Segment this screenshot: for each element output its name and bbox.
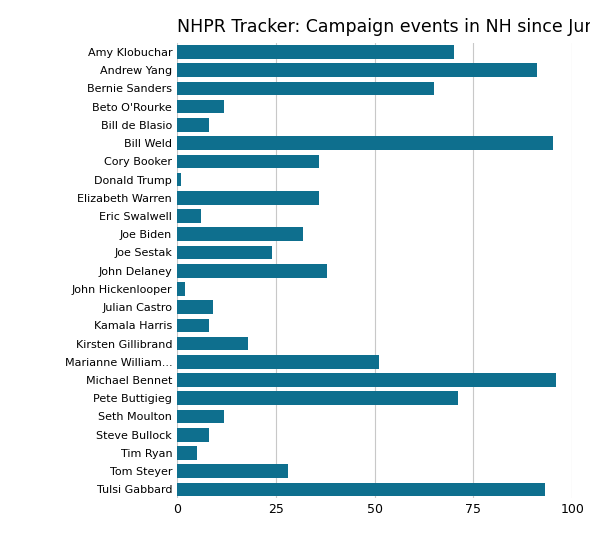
Bar [177,300,212,314]
Bar [177,45,454,59]
Bar [177,337,248,351]
Bar [177,282,185,296]
Text: NHPR Tracker: Campaign events in NH since June 25, 2019: NHPR Tracker: Campaign events in NH sinc… [177,18,590,36]
Bar [177,373,556,387]
Bar [177,209,201,223]
Bar [177,264,327,278]
Bar [177,391,458,405]
Bar [177,446,196,460]
Bar [177,464,288,478]
Bar [177,118,209,132]
Bar [177,318,209,332]
Bar [177,428,209,442]
Bar [177,154,319,168]
Bar [177,173,181,187]
Bar [177,136,552,150]
Bar [177,191,319,205]
Bar [177,482,545,496]
Bar [177,63,537,77]
Bar [177,227,303,241]
Bar [177,410,224,423]
Bar [177,100,224,114]
Bar [177,245,272,259]
Bar [177,355,379,369]
Bar [177,81,434,95]
